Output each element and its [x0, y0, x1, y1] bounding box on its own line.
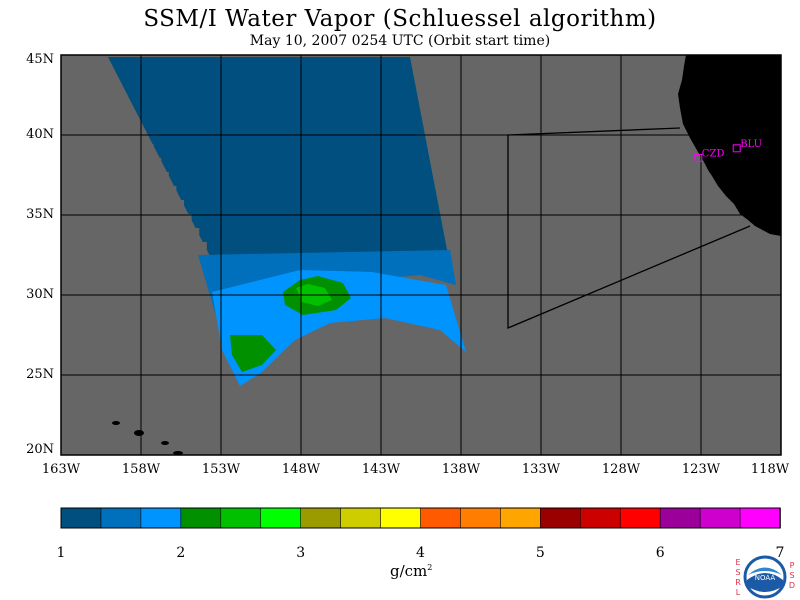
colorbar-cell [699, 507, 741, 529]
logo-right-letters: P S D [788, 561, 796, 590]
swath-region-1-1.5 [108, 57, 448, 262]
colorbar-cell [260, 507, 302, 529]
lat-label: 25N [26, 367, 54, 382]
colorbar-tick-label: 3 [296, 545, 306, 561]
lat-label: 30N [26, 287, 54, 302]
lon-label: 163W [41, 462, 81, 477]
esrl-psd-logo: E S R L NOAA P S D [732, 552, 798, 600]
station-marker [732, 144, 741, 153]
lat-label: 40N [26, 127, 54, 142]
colorbar-cell [460, 507, 502, 529]
swath-region-1.8-2 [212, 270, 466, 386]
colorbar-cell [140, 507, 182, 529]
colorbar-units: g/cm2 [390, 562, 433, 580]
hawaiian-island [173, 451, 183, 455]
lon-label: 123W [681, 462, 721, 477]
colorbar-cell [60, 507, 102, 529]
station-label: BLU [740, 139, 762, 150]
lat-label: 20N [26, 442, 54, 457]
hawaiian-island [112, 421, 120, 425]
colorbar-tick-label: 6 [655, 545, 665, 561]
colorbar-cell [180, 507, 222, 529]
swath-region-2-2.3-b [230, 335, 276, 372]
colorbar-tick-label: 7 [775, 545, 785, 561]
chart-subtitle: May 10, 2007 0254 UTC (Orbit start time) [249, 33, 551, 49]
colorbar-cell [420, 507, 462, 529]
domain-outline [507, 127, 751, 329]
colorbar-cell [659, 507, 701, 529]
colorbar-tick-label: 1 [56, 545, 66, 561]
station-marker [694, 153, 703, 162]
lon-label: 118W [750, 462, 790, 477]
colorbar-cell [500, 507, 542, 529]
lon-label: 143W [361, 462, 401, 477]
colorbar-tick-label: 5 [535, 545, 545, 561]
hawaiian-island [161, 441, 169, 445]
lon-label: 128W [601, 462, 641, 477]
colorbar-cell [540, 507, 582, 529]
colorbar-cell [579, 507, 622, 529]
reference-lines [507, 127, 751, 329]
lon-label: 153W [201, 462, 241, 477]
station-markers: CZD BLU [694, 139, 762, 162]
colorbar-tick-label: 2 [176, 545, 186, 561]
station-label: CZD [702, 148, 725, 159]
colorbar-cell [300, 507, 342, 529]
north-america-coast [678, 55, 781, 236]
map-frame [60, 54, 782, 456]
colorbar-cell [340, 507, 382, 529]
lon-label: 158W [121, 462, 161, 477]
water-vapor-swath [104, 57, 466, 386]
chart-title: SSM/I Water Vapor (Schluessel algorithm) [143, 6, 657, 32]
logo-noaa-text: NOAA [755, 574, 776, 582]
colorbar-cell [100, 507, 142, 529]
lon-label: 148W [281, 462, 321, 477]
lon-label: 138W [441, 462, 481, 477]
colorbar-cell [739, 507, 781, 529]
colorbar-cell [380, 507, 422, 529]
colorbar-cell [619, 507, 661, 529]
colorbar-cell [220, 507, 262, 529]
lat-label: 35N [26, 207, 54, 222]
logo-left-letters: E S R L [735, 558, 741, 597]
colorbar-tick-label: 4 [416, 545, 425, 561]
lon-label: 133W [521, 462, 561, 477]
lat-label: 45N [26, 52, 54, 67]
